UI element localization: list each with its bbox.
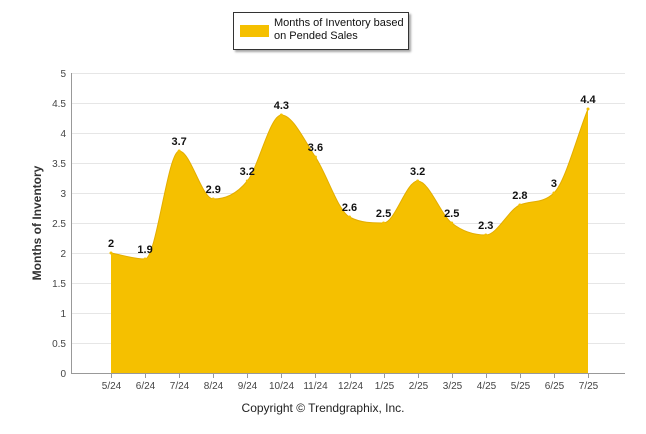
data-point [211,197,215,201]
y-tick-label: 5 [60,69,66,80]
x-tick-label: 12/24 [338,381,363,392]
x-tick-label: 6/24 [136,381,156,392]
x-tick-label: 10/24 [269,381,294,392]
data-point [586,107,590,111]
data-label: 4.3 [274,100,289,112]
data-point [484,233,488,237]
y-tick-label: 4 [60,129,66,140]
y-tick-label: 0 [60,369,66,380]
legend: Months of Inventory based on Pended Sale… [233,12,409,50]
y-tick-label: 2.5 [52,219,66,230]
data-point [382,221,386,225]
x-tick-label: 5/24 [102,381,122,392]
data-label: 3.6 [308,142,323,154]
legend-swatch [240,25,269,37]
y-tick-label: 0.5 [52,339,66,350]
x-tick-label: 8/24 [204,381,224,392]
y-tick-label: 2 [60,249,66,260]
x-tick-label: 3/25 [443,381,463,392]
x-tick-label: 9/24 [238,381,258,392]
data-point [450,221,454,225]
data-point [416,179,420,183]
data-point [143,257,147,261]
data-label: 3.2 [240,166,255,178]
data-label: 3.2 [410,166,425,178]
y-tick-label: 1 [60,309,66,320]
data-point [313,155,317,159]
legend-label: Months of Inventory based on Pended Sale… [274,17,404,42]
data-point [279,113,283,117]
x-tick-label: 7/24 [170,381,190,392]
data-label: 2.6 [342,202,357,214]
data-point [518,203,522,207]
x-tick-label: 7/25 [579,381,599,392]
data-label: 2.9 [206,184,221,196]
x-tick-label: 6/25 [545,381,565,392]
data-label: 2.5 [444,208,459,220]
data-label: 2.5 [376,208,391,220]
data-point [245,179,249,183]
data-point [552,191,556,195]
data-label: 2 [108,238,114,250]
x-tick-label: 1/25 [375,381,395,392]
y-tick-label: 3 [60,189,66,200]
area-fill [111,109,588,373]
data-label: 2.3 [478,220,493,232]
data-label: 1.9 [137,244,152,256]
data-point [177,149,181,153]
data-point [109,251,113,255]
x-tick-label: 2/25 [409,381,429,392]
data-point [348,215,351,219]
data-label: 4.4 [580,94,596,106]
x-tick-label: 4/25 [477,381,497,392]
y-tick-label: 4.5 [52,99,66,110]
axes: 0 0.5 1 1.5 2 2.5 3 3.5 4 4.5 5 5/24 6/24 7/24 8/24 9/2… [52,69,625,392]
data-label: 2.8 [512,190,527,202]
data-labels: 2 1.9 3.7 2.9 3.2 4.3 3.6 2.6 2.5 3.2 2.5 2.3 2.8 3 4.… [108,94,597,256]
y-tick-label: 3.5 [52,159,66,170]
data-label: 3 [551,178,557,190]
x-tick-label: 5/25 [511,381,531,392]
copyright-text: Copyright © Trendgraphix, Inc. [241,401,405,415]
area-series [109,107,590,373]
y-tick-label: 1.5 [52,279,66,290]
x-tick-label: 11/24 [303,381,328,392]
data-label: 3.7 [171,136,186,148]
